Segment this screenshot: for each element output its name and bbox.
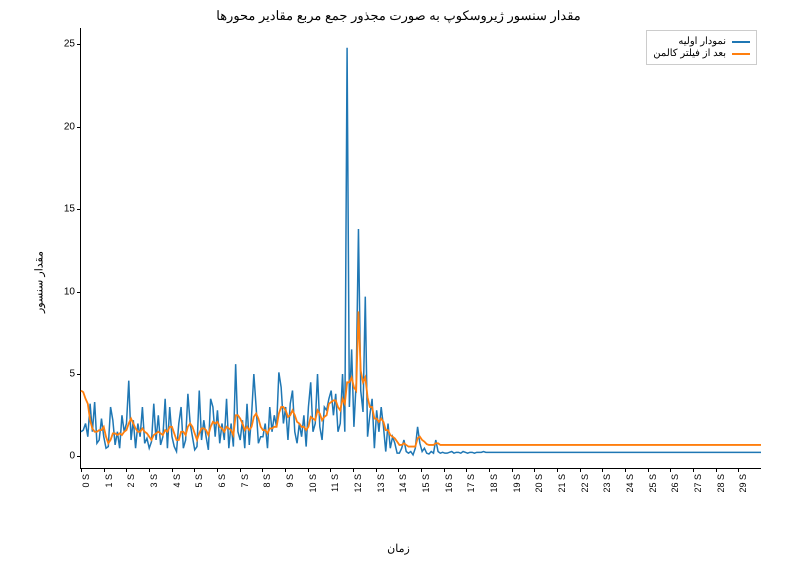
x-tick-label: 22 S bbox=[580, 474, 590, 493]
x-tick-label: 10 S bbox=[308, 474, 318, 493]
chart-title: مقدار سنسور ژیروسکوپ به صورت مجذور جمع م… bbox=[0, 8, 797, 24]
x-tick-label: 4 S bbox=[172, 474, 182, 488]
y-tick-label: 15 bbox=[64, 204, 75, 215]
y-tick-mark bbox=[77, 456, 81, 457]
legend-label-kalman: بعد از فیلتر کالمن bbox=[653, 48, 726, 59]
x-tick-label: 14 S bbox=[398, 474, 408, 493]
x-tick-mark bbox=[398, 468, 399, 472]
x-tick-label: 27 S bbox=[693, 474, 703, 493]
x-tick-mark bbox=[512, 468, 513, 472]
x-tick-mark bbox=[126, 468, 127, 472]
y-tick-label: 5 bbox=[69, 369, 75, 380]
y-tick-mark bbox=[77, 292, 81, 293]
x-tick-label: 12 S bbox=[353, 474, 363, 493]
x-tick-label: 15 S bbox=[421, 474, 431, 493]
x-tick-mark bbox=[194, 468, 195, 472]
x-tick-label: 23 S bbox=[602, 474, 612, 493]
x-tick-mark bbox=[353, 468, 354, 472]
x-tick-mark bbox=[444, 468, 445, 472]
x-tick-label: 26 S bbox=[670, 474, 680, 493]
legend-label-raw: نمودار اولیه bbox=[678, 36, 726, 47]
legend-swatch-raw bbox=[732, 41, 750, 43]
y-tick-label: 0 bbox=[69, 451, 75, 462]
line-canvas bbox=[81, 28, 761, 468]
x-tick-mark bbox=[580, 468, 581, 472]
legend-swatch-kalman bbox=[732, 53, 750, 55]
series-line-raw bbox=[81, 48, 761, 455]
chart-container: مقدار سنسور ژیروسکوپ به صورت مجذور جمع م… bbox=[0, 0, 797, 563]
x-tick-mark bbox=[489, 468, 490, 472]
x-tick-mark bbox=[693, 468, 694, 472]
x-tick-mark bbox=[262, 468, 263, 472]
x-tick-label: 2 S bbox=[126, 474, 136, 488]
x-tick-label: 21 S bbox=[557, 474, 567, 493]
x-tick-label: 7 S bbox=[240, 474, 250, 488]
x-tick-mark bbox=[285, 468, 286, 472]
x-tick-label: 18 S bbox=[489, 474, 499, 493]
y-tick-label: 20 bbox=[64, 121, 75, 132]
x-tick-mark bbox=[625, 468, 626, 472]
x-tick-label: 16 S bbox=[444, 474, 454, 493]
x-tick-label: 28 S bbox=[716, 474, 726, 493]
x-tick-label: 0 S bbox=[81, 474, 91, 488]
x-tick-mark bbox=[670, 468, 671, 472]
x-tick-label: 5 S bbox=[194, 474, 204, 488]
x-tick-label: 17 S bbox=[466, 474, 476, 493]
x-axis-label: زمان bbox=[0, 542, 797, 555]
y-tick-mark bbox=[77, 209, 81, 210]
plot-area: 05101520250 S1 S2 S3 S4 S5 S6 S7 S8 S9 S… bbox=[80, 28, 761, 469]
legend-item-kalman: بعد از فیلتر کالمن bbox=[653, 48, 750, 59]
y-tick-label: 10 bbox=[64, 286, 75, 297]
x-tick-mark bbox=[172, 468, 173, 472]
x-tick-label: 25 S bbox=[648, 474, 658, 493]
x-tick-mark bbox=[149, 468, 150, 472]
x-tick-label: 29 S bbox=[738, 474, 748, 493]
x-tick-mark bbox=[330, 468, 331, 472]
y-tick-mark bbox=[77, 127, 81, 128]
x-tick-label: 19 S bbox=[512, 474, 522, 493]
x-tick-mark bbox=[308, 468, 309, 472]
x-tick-mark bbox=[716, 468, 717, 472]
x-tick-mark bbox=[602, 468, 603, 472]
x-tick-label: 20 S bbox=[534, 474, 544, 493]
x-tick-label: 8 S bbox=[262, 474, 272, 488]
x-tick-mark bbox=[534, 468, 535, 472]
x-tick-mark bbox=[217, 468, 218, 472]
x-tick-label: 13 S bbox=[376, 474, 386, 493]
x-tick-mark bbox=[557, 468, 558, 472]
x-tick-label: 9 S bbox=[285, 474, 295, 488]
x-tick-mark bbox=[104, 468, 105, 472]
x-tick-mark bbox=[376, 468, 377, 472]
y-tick-mark bbox=[77, 374, 81, 375]
y-axis-label: مقدار سنسور bbox=[33, 251, 46, 313]
x-tick-mark bbox=[421, 468, 422, 472]
y-tick-label: 25 bbox=[64, 39, 75, 50]
x-tick-label: 1 S bbox=[104, 474, 114, 488]
y-tick-mark bbox=[77, 44, 81, 45]
series-line-kalman bbox=[81, 311, 761, 446]
x-tick-mark bbox=[466, 468, 467, 472]
x-tick-label: 11 S bbox=[330, 474, 340, 492]
x-tick-label: 6 S bbox=[217, 474, 227, 488]
x-tick-label: 3 S bbox=[149, 474, 159, 488]
legend: نمودار اولیه بعد از فیلتر کالمن bbox=[646, 30, 757, 65]
x-tick-label: 24 S bbox=[625, 474, 635, 493]
x-tick-mark bbox=[648, 468, 649, 472]
x-tick-mark bbox=[738, 468, 739, 472]
x-tick-mark bbox=[240, 468, 241, 472]
legend-item-raw: نمودار اولیه bbox=[653, 36, 750, 47]
x-tick-mark bbox=[81, 468, 82, 472]
